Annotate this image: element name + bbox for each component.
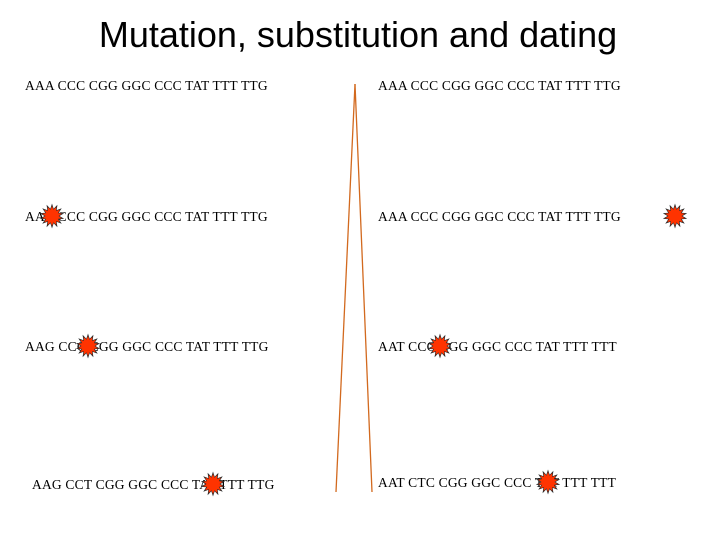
mutation-starburst-icon xyxy=(662,203,688,229)
sequence-row-4-left: AAG CCT CGG GGC CCC TAT TTT TTG xyxy=(32,477,275,492)
sequence-row-3-right: AAT CCC CGG GGC CCC TAT TTT TTT xyxy=(378,339,617,354)
mutation-starburst-icon xyxy=(535,469,561,495)
sequence-row-4-right: AAT CTC CGG GGC CCC TAT TTT TTT xyxy=(378,475,617,490)
sequence-row-3-left: AAG CCC CGG GGC CCC TAT TTT TTG xyxy=(25,339,269,354)
slide-title: Mutation, substitution and dating xyxy=(98,14,618,55)
lineage-right-branch xyxy=(354,83,373,493)
mutation-starburst-icon xyxy=(200,471,226,497)
sequence-row-2-right: AAA CCC CGG GGC CCC TAT TTT TTG xyxy=(378,209,621,224)
mutation-starburst-icon xyxy=(75,333,101,359)
sequence-row-1-right: AAA CCC CGG GGC CCC TAT TTT TTG xyxy=(378,78,621,93)
lineage-left-branch xyxy=(335,83,356,493)
mutation-starburst-icon xyxy=(427,333,453,359)
sequence-row-2-left: AAA CCC CGG GGC CCC TAT TTT TTG xyxy=(25,209,268,224)
mutation-starburst-icon xyxy=(39,203,65,229)
sequence-row-1-left: AAA CCC CGG GGC CCC TAT TTT TTG xyxy=(25,78,268,93)
